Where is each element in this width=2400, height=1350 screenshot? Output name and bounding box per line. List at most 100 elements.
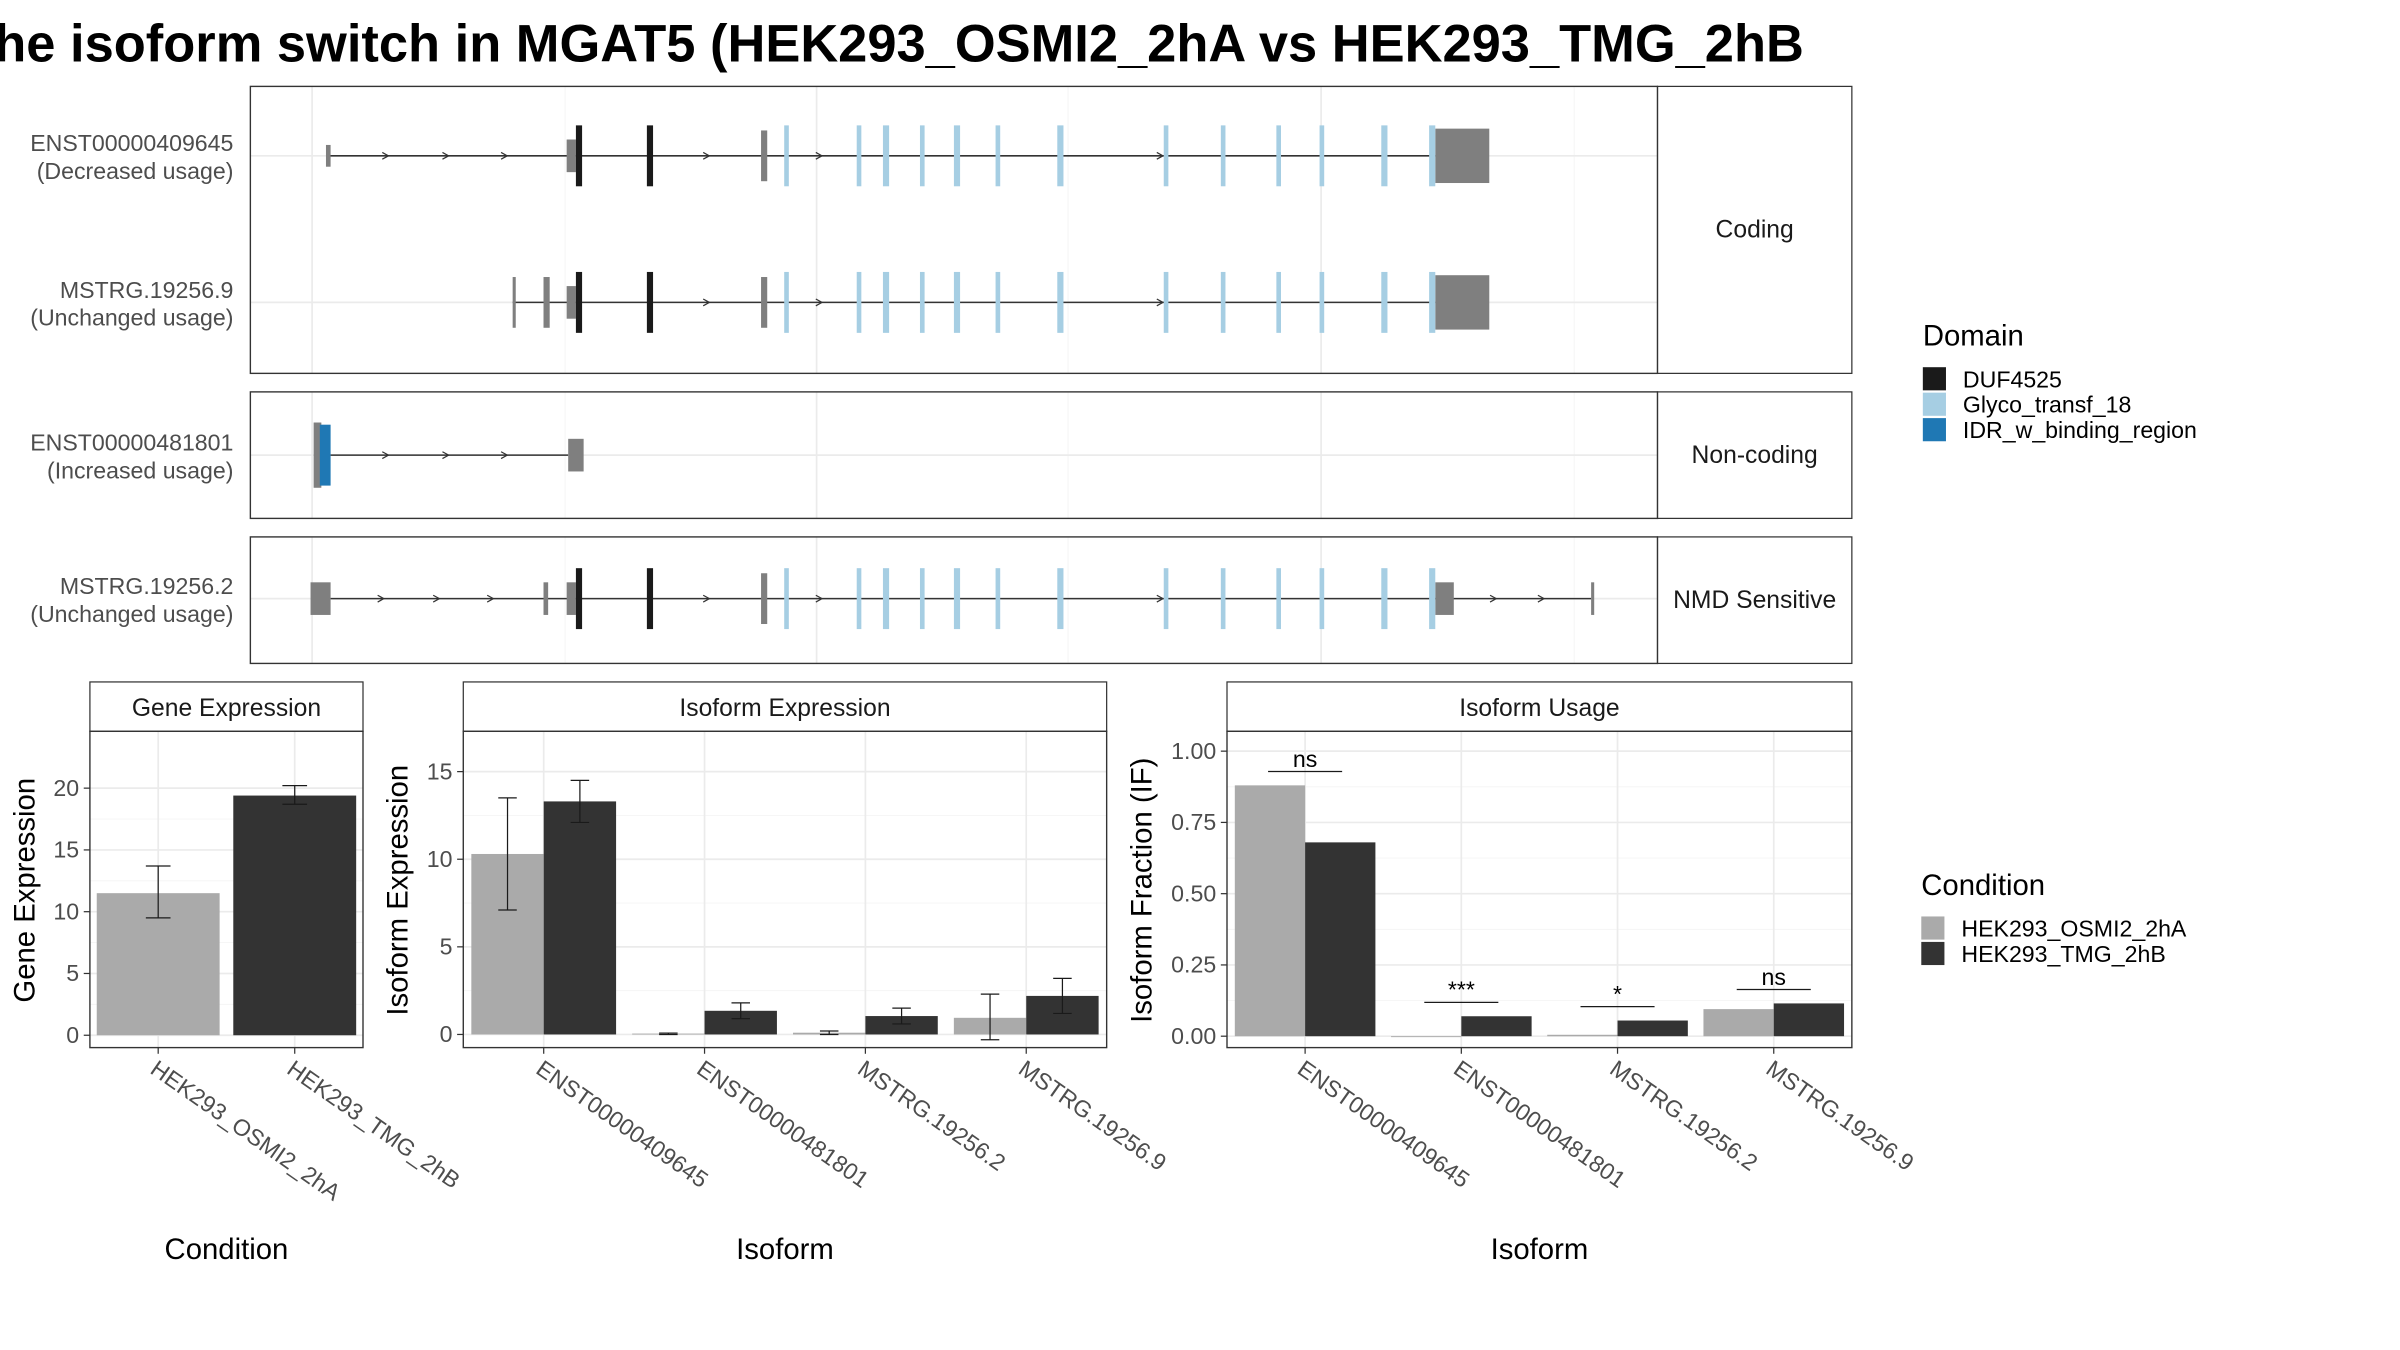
direction-arrow — [1489, 594, 1498, 603]
domain-glyco — [1057, 125, 1064, 187]
y-axis-title: Isoform Expression — [382, 765, 415, 1016]
direction-arrow — [442, 151, 450, 160]
transcript-id-label: ENST00000481801 — [30, 430, 233, 456]
y-tick-label: 1.00 — [1171, 738, 1216, 764]
exon — [313, 422, 322, 488]
transcript-id-label: ENST00000409645 — [30, 130, 233, 156]
domain-duf — [646, 271, 654, 333]
plot-border — [89, 730, 364, 1049]
strip-2 — [1656, 536, 1853, 665]
legend-item-label: HEK293_OSMI2_2hA — [1961, 916, 2187, 942]
direction-arrow — [815, 298, 824, 307]
panel-border-2 — [249, 536, 1659, 665]
y-tick-label: 0.25 — [1171, 952, 1216, 978]
error-bar — [892, 1007, 911, 1025]
legends: Domain DUF4525Glyco_transf_18IDR_w_bindin… — [1921, 320, 2197, 967]
x-tick-label: ENST00000409645 — [532, 1055, 713, 1193]
direction-arrow — [702, 298, 711, 307]
legend-swatch — [1922, 392, 1946, 416]
x-tick-label: ENST00000481801 — [692, 1055, 873, 1193]
domain-glyco — [1381, 125, 1388, 187]
domain-glyco — [1163, 568, 1169, 630]
significance-label: ns — [1762, 964, 1786, 990]
exon — [543, 277, 550, 328]
y-tick-label: 0.75 — [1171, 809, 1216, 835]
exon — [543, 582, 549, 615]
domain-glyco — [953, 125, 961, 187]
error-bar — [145, 865, 171, 919]
domain-duf — [575, 568, 583, 630]
direction-arrow — [1537, 594, 1546, 603]
x-axis-title: Isoform — [1491, 1233, 1589, 1266]
domain-glyco — [1163, 125, 1169, 187]
exon — [1591, 582, 1595, 615]
domain-glyco — [995, 568, 1001, 630]
domain-glyco — [784, 125, 789, 187]
legend-item-label: DUF4525 — [1963, 366, 2062, 392]
y-tick-label: 15 — [427, 758, 453, 784]
panel-title: Gene Expression — [132, 695, 321, 722]
domain-glyco — [1429, 271, 1436, 333]
panel-strip — [462, 681, 1108, 732]
legend-title-domain: Domain — [1923, 320, 2024, 353]
direction-arrow — [1156, 298, 1165, 307]
domain-glyco — [882, 125, 890, 187]
legend-swatch — [1922, 367, 1946, 391]
legend-swatch — [1922, 418, 1946, 442]
domain-glyco — [1381, 568, 1388, 630]
bar-condition-b — [233, 795, 357, 1036]
domain-glyco — [1276, 125, 1281, 187]
exon — [761, 573, 768, 625]
direction-arrow — [432, 594, 441, 603]
strip-label: NMD Sensitive — [1673, 587, 1836, 614]
exon — [512, 277, 516, 328]
transcript-usage-label: (Unchanged usage) — [30, 601, 233, 627]
domain-glyco — [1220, 568, 1226, 630]
bar-condition-b — [704, 1010, 777, 1035]
bar-condition-b — [1617, 1020, 1688, 1037]
domain-glyco — [919, 568, 925, 630]
domain-glyco — [1319, 568, 1325, 630]
y-tick-label: 15 — [53, 837, 79, 863]
bar-condition-b — [865, 1016, 938, 1035]
direction-arrow — [381, 451, 390, 460]
y-tick-label: 0.00 — [1171, 1023, 1216, 1049]
exon — [566, 582, 576, 615]
exon — [1435, 582, 1454, 615]
domain-glyco — [1429, 568, 1436, 630]
error-bar — [980, 993, 1000, 1041]
panel-border-0 — [249, 85, 1659, 375]
significance-label: ns — [1293, 746, 1317, 772]
legend-title-condition: Condition — [1921, 869, 2045, 902]
domain-glyco — [1319, 271, 1325, 333]
bar-condition-b — [543, 801, 617, 1035]
domain-glyco — [784, 568, 789, 630]
x-tick-label: ENST00000481801 — [1449, 1055, 1630, 1193]
x-tick-label: MSTRG.19256.9 — [1762, 1055, 1919, 1176]
x-tick-label: MSTRG.19256.2 — [1605, 1055, 1762, 1176]
direction-arrow — [815, 594, 824, 603]
exon — [566, 286, 576, 319]
domain-glyco — [1220, 271, 1226, 333]
significance-label: *** — [1448, 977, 1475, 1003]
domain-glyco — [1057, 568, 1064, 630]
exon — [1435, 275, 1490, 330]
chart-panel: Gene Expression05101520HEK293_OSMI2_2hAH… — [8, 681, 465, 1266]
transcript-track — [325, 125, 1490, 187]
error-bar — [282, 785, 308, 805]
legend-swatch — [1921, 941, 1945, 966]
domain-duf — [646, 568, 654, 630]
plot-border — [462, 730, 1108, 1049]
direction-arrow — [702, 151, 711, 160]
domain-glyco — [882, 568, 890, 630]
panel-strip — [1226, 681, 1853, 732]
y-tick-label: 10 — [427, 846, 453, 872]
domain-glyco — [1319, 125, 1325, 187]
bar-condition-b — [1773, 1003, 1845, 1037]
domain-glyco — [1429, 125, 1436, 187]
domain-glyco — [784, 271, 789, 333]
bar-condition-a — [1234, 785, 1306, 1037]
domain-glyco — [1163, 271, 1169, 333]
